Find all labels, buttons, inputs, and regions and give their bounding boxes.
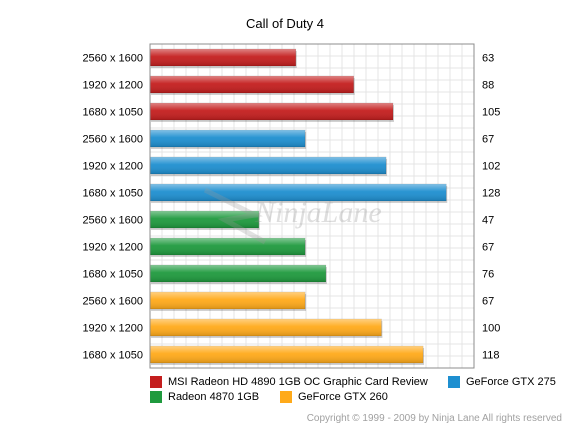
category-label: 1680 x 1050: [82, 350, 143, 362]
bar-highlight: [150, 130, 306, 147]
plot-background: [150, 44, 474, 368]
value-label: 63: [482, 53, 494, 65]
watermark-swoosh: [203, 187, 267, 245]
category-label: 1680 x 1050: [82, 107, 143, 119]
legend-label-gtx-260: GeForce GTX 260: [298, 391, 388, 403]
bars: [149, 48, 448, 365]
legend-swatch-4870: [150, 391, 162, 403]
bar-highlight: [150, 157, 387, 174]
value-label: 67: [482, 134, 494, 146]
legend-swatch-msi-4890: [150, 376, 162, 388]
bar-highlight: [150, 238, 306, 255]
value-label: 102: [482, 161, 500, 173]
watermark-text: NinjaLane: [254, 196, 382, 229]
value-label: 76: [482, 269, 494, 281]
ninjalane-watermark: NinjaLane: [203, 187, 382, 245]
legend-item-4870: Radeon 4870 1GB: [150, 391, 259, 403]
legend-swatch-gtx-260: [280, 391, 292, 403]
legend-item-msi-4890: MSI Radeon HD 4890 1GB OC Graphic Card R…: [150, 376, 428, 388]
legend-label-4870: Radeon 4870 1GB: [168, 391, 260, 403]
plot-border: [149, 43, 475, 369]
category-label: 1680 x 1050: [82, 188, 143, 200]
value-label: 118: [482, 350, 500, 362]
legend-label-msi-4890: MSI Radeon HD 4890 1GB OC Graphic Card R…: [168, 376, 428, 388]
category-label: 2560 x 1600: [82, 53, 143, 65]
bar-highlight: [150, 103, 393, 120]
bar-highlight: [150, 76, 354, 93]
category-label: 1920 x 1200: [82, 323, 143, 335]
legend-item-gtx-260: GeForce GTX 260: [280, 391, 388, 403]
legend-label-gtx-275: GeForce GTX 275: [466, 376, 556, 388]
value-label: 105: [482, 107, 500, 119]
value-label: 67: [482, 296, 494, 308]
category-label: 1920 x 1200: [82, 80, 143, 92]
value-labels: 63 88 105 67 102 128 47 67 76 67 100 118: [482, 53, 500, 362]
category-label: 1920 x 1200: [82, 242, 143, 254]
category-label: 1680 x 1050: [82, 269, 143, 281]
value-label: 128: [482, 188, 500, 200]
value-label: 100: [482, 323, 500, 335]
chart-title: Call of Duty 4: [245, 16, 325, 31]
bar-highlight: [150, 319, 382, 336]
category-label: 2560 x 1600: [82, 215, 143, 227]
bar-highlight: [150, 49, 296, 66]
category-label: 1920 x 1200: [82, 161, 143, 173]
category-label: 2560 x 1600: [82, 134, 143, 146]
copyright-text: Copyright © 1999 - 2009 by Ninja Lane Al…: [306, 413, 562, 424]
value-label: 67: [482, 242, 494, 254]
value-label: 47: [482, 215, 494, 227]
legend-swatch-gtx-275: [448, 376, 460, 388]
bar-highlight: [150, 265, 326, 282]
category-labels: 2560 x 1600 1920 x 1200 1680 x 1050 2560 x …: [82, 53, 143, 362]
bar-highlight: [150, 292, 306, 309]
value-label: 88: [482, 80, 494, 92]
bar-highlight: [150, 346, 424, 363]
bar-highlight: [150, 211, 259, 228]
category-label: 2560 x 1600: [82, 296, 143, 308]
grid: [150, 44, 474, 368]
legend-item-gtx-275: GeForce GTX 275: [448, 376, 556, 388]
bar-highlight: [150, 184, 447, 201]
